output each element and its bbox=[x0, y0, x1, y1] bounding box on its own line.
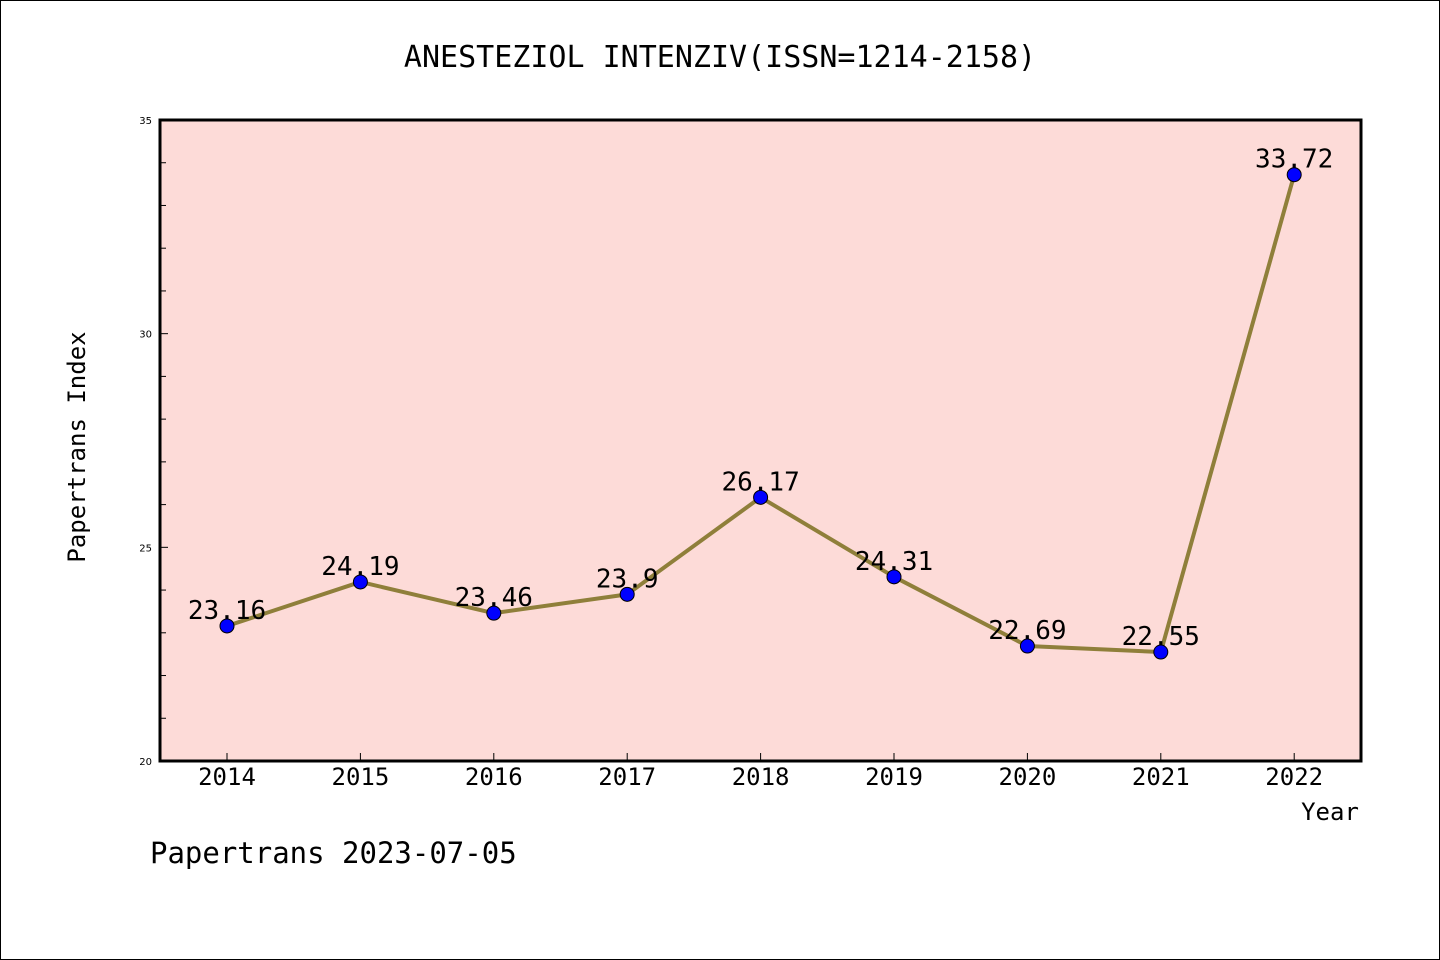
data-label: 24.19 bbox=[321, 552, 399, 582]
chart-title: ANESTEZIOL INTENZIV(ISSN=1214-2158) bbox=[404, 40, 1036, 75]
y-tick-label: 20 bbox=[139, 757, 152, 768]
x-tick-label: 2020 bbox=[999, 763, 1057, 791]
data-point bbox=[219, 618, 235, 634]
y-tick-label: 35 bbox=[139, 116, 152, 127]
x-tick-label: 2018 bbox=[732, 763, 790, 791]
plot-area bbox=[158, 118, 1363, 763]
data-label: 22.55 bbox=[1122, 622, 1200, 652]
x-tick-label: 2016 bbox=[465, 763, 523, 791]
x-tick-label: 2019 bbox=[865, 763, 923, 791]
x-axis: 2014 2015 2016 2017 2018 2019 2020 2021 2022 bbox=[198, 753, 1323, 791]
data-point bbox=[619, 586, 635, 602]
x-tick-label: 2017 bbox=[598, 763, 656, 791]
y-axis-label: Papertrans Index bbox=[63, 331, 91, 562]
y-tick-label: 30 bbox=[139, 330, 152, 341]
data-label: 26.17 bbox=[721, 467, 799, 497]
x-tick-label: 2015 bbox=[332, 763, 390, 791]
data-label: 23.46 bbox=[455, 583, 533, 613]
data-label: 33.72 bbox=[1255, 145, 1333, 175]
data-point bbox=[1153, 644, 1169, 660]
y-axis: 20 25 30 35 bbox=[139, 116, 168, 768]
data-point bbox=[1286, 167, 1302, 183]
data-point bbox=[352, 574, 368, 590]
data-label: 23.16 bbox=[188, 596, 266, 626]
data-label: 23.9 bbox=[596, 564, 659, 594]
data-labels: 23.16 24.19 23.46 23.9 26.17 24.31 22.69 22.55 3… bbox=[188, 145, 1333, 652]
data-markers bbox=[219, 167, 1302, 660]
data-point bbox=[753, 489, 769, 505]
x-tick-label: 2014 bbox=[198, 763, 256, 791]
x-tick-label: 2022 bbox=[1265, 763, 1323, 791]
x-tick-label: 2021 bbox=[1132, 763, 1190, 791]
data-label: 24.31 bbox=[855, 547, 933, 577]
data-label: 22.69 bbox=[988, 616, 1066, 646]
data-point bbox=[486, 605, 502, 621]
x-axis-label: Year bbox=[1301, 798, 1359, 826]
data-point bbox=[1019, 638, 1035, 654]
footer-credit: Papertrans 2023-07-05 bbox=[150, 836, 517, 870]
y-tick-label: 25 bbox=[139, 543, 152, 554]
data-point bbox=[886, 569, 902, 585]
